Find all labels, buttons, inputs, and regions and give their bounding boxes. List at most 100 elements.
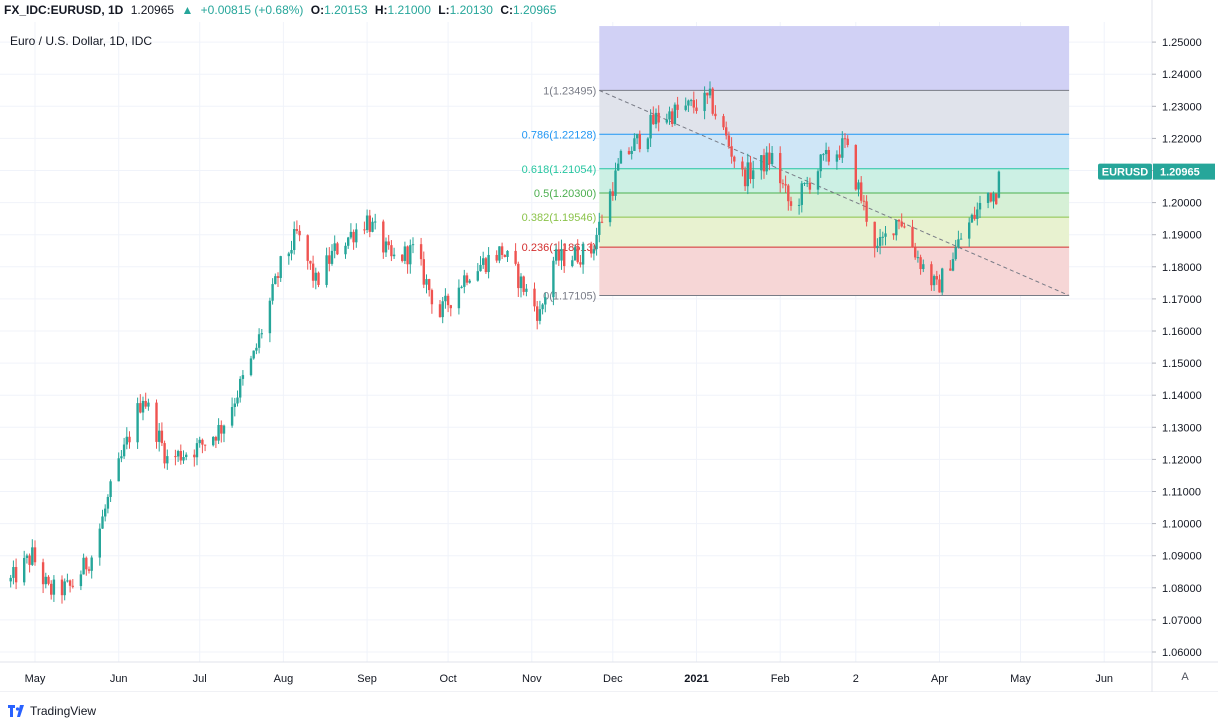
candle-body (495, 254, 498, 261)
tradingview-brand[interactable]: TradingView (8, 704, 96, 718)
candle-body (708, 88, 712, 96)
candle-body (217, 424, 220, 441)
fib-zone (599, 217, 1070, 248)
candle-body (476, 271, 479, 281)
candle-body (916, 257, 920, 259)
candle-body (765, 152, 768, 172)
candle-body (390, 245, 393, 257)
candle-body (25, 555, 29, 558)
y-tick-label: 1.08000 (1162, 583, 1202, 595)
candle-body (174, 456, 177, 458)
high-label: H: (374, 3, 388, 17)
candle-body (14, 567, 18, 583)
fib-extension-zone (599, 26, 1070, 91)
close-label: C: (500, 3, 513, 17)
candle-body (560, 248, 563, 261)
candlestick-series (9, 81, 1001, 604)
candle-body (236, 397, 239, 404)
candle-body (403, 246, 407, 261)
candle-body (71, 585, 74, 587)
y-tick-label: 1.09000 (1162, 551, 1202, 563)
candle-body (106, 496, 110, 509)
y-tick-label: 1.24000 (1162, 69, 1202, 81)
candle-body (676, 104, 679, 110)
y-tick-label: 1.19000 (1162, 230, 1202, 242)
candle-body (884, 233, 887, 237)
y-tick-label: 1.11000 (1162, 487, 1201, 499)
candle-body (554, 249, 558, 261)
candle-body (368, 215, 371, 232)
candle-body (860, 182, 863, 201)
candle-body (411, 244, 415, 246)
candle-body (12, 567, 15, 578)
candle-body (592, 249, 596, 254)
candle-body (503, 254, 506, 257)
candle-body (176, 451, 180, 457)
candle-body (930, 264, 933, 286)
candle-body (482, 258, 485, 265)
candle-body (449, 305, 452, 309)
fibonacci-retracement[interactable]: 1(1.23495) 0.786(1.22128) 0.618(1.21054) 0.… (522, 26, 1070, 303)
candle-body (63, 581, 66, 596)
candle-body (311, 263, 315, 281)
candle-body (973, 214, 976, 219)
candle-body (914, 247, 917, 258)
candle-body (827, 149, 830, 162)
candle-body (287, 253, 290, 257)
candle-body (892, 233, 895, 236)
open-value: 1.20153 (324, 3, 368, 17)
candle-body (347, 237, 350, 246)
candle-body (274, 276, 277, 285)
axes: 1.06000 1.07000 1.08000 1.09000 1.10000 1.110… (0, 0, 1218, 692)
candle-body (598, 221, 601, 235)
candle-body (314, 272, 317, 281)
candle-body (255, 347, 258, 351)
candle-body (957, 239, 960, 248)
candle-body (293, 229, 296, 251)
candle-body (743, 169, 747, 187)
candle-body (819, 154, 822, 172)
candle-body (68, 580, 72, 586)
symbol-header: FX_IDC:EURUSD, 1D 1.20965 ▲ +0.00815 (+0… (0, 0, 1152, 22)
candle-body (333, 243, 336, 251)
candle-body (309, 260, 312, 264)
candle-body (460, 286, 463, 288)
candle-body (260, 333, 263, 335)
candle-body (573, 247, 577, 261)
candle-body (768, 152, 771, 165)
candle-body (770, 153, 774, 165)
candle-body (976, 209, 979, 219)
fib-level-label: 0.382(1.19546) (522, 212, 597, 224)
y-tick-label: 1.17000 (1162, 294, 1202, 306)
chart-svg[interactable]: 1(1.23495) 0.786(1.22128) 0.618(1.21054) 0.… (0, 0, 1218, 692)
fib-trend-line (599, 89, 1070, 296)
candle-body (684, 105, 687, 110)
candle-body (425, 279, 428, 285)
y-tick-label: 1.12000 (1162, 454, 1202, 466)
candle-body (468, 280, 471, 283)
symbol-title: FX_IDC:EURUSD, 1D (4, 3, 124, 17)
candle-body (371, 221, 374, 232)
candle-body (82, 557, 85, 575)
chart-subtitle: Euro / U.S. Dollar, 1D, IDC (10, 34, 153, 48)
candle-body (239, 378, 242, 398)
candle-body (506, 250, 509, 257)
auto-scale-button[interactable]: A (1181, 671, 1189, 683)
candle-body (268, 300, 272, 334)
candle-body (822, 154, 825, 156)
candle-body (144, 400, 147, 407)
candle-body (895, 220, 898, 236)
candle-body (816, 171, 820, 190)
candle-body (654, 112, 658, 125)
candle-body (727, 135, 731, 147)
candle-body (31, 547, 34, 565)
candle-body (806, 182, 809, 184)
candle-body (352, 231, 355, 243)
candle-body (9, 577, 12, 582)
candle-body (233, 403, 236, 407)
candle-body (487, 254, 490, 273)
candle-body (344, 245, 347, 255)
y-tick-label: 1.06000 (1162, 647, 1202, 659)
candle-body (525, 288, 528, 292)
x-tick-label: Jul (193, 673, 207, 685)
